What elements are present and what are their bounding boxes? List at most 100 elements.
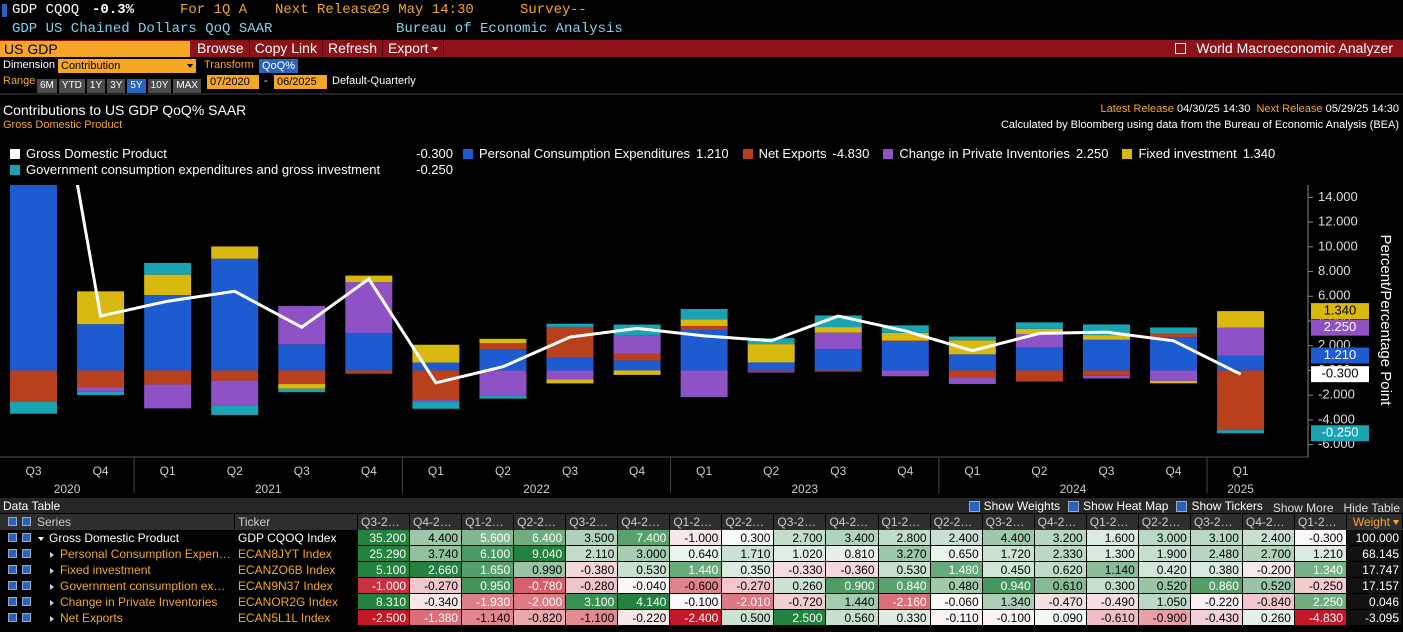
column-header: Q3-2021 [566,514,619,529]
launch-icon [1175,43,1187,54]
weight-header: Weight [1347,514,1403,529]
option-label: Show Weights [983,499,1061,513]
value-cell: 2.800 [878,530,931,545]
x-tick-label: Q4 [1166,464,1182,478]
value-cell: -0.200 [1242,562,1295,577]
transform-select[interactable]: QoQ% [259,59,299,73]
security-input[interactable]: US GDP [0,41,190,57]
bar-segment [479,349,527,371]
expand-arrow [50,567,54,574]
value-cell: 2.700 [1242,546,1295,561]
table-link[interactable]: Show More [1272,500,1334,515]
bar-segment [948,377,996,385]
expand-arrow [50,615,54,622]
x-tick-label: Q2 [763,464,779,478]
value-cell: 0.300 [1086,578,1139,593]
bar-segment [144,274,192,296]
bar-segment [1015,322,1063,329]
bar-segment [1150,327,1198,334]
legend-name: Government consumption expenditures and … [26,162,381,177]
release-info: Latest Release 04/30/25 14:30 Next Relea… [1101,103,1400,115]
ticker-cell: GDP CQOQ Index [235,530,358,545]
legend-row: Gross Domestic Product -0.300 Personal Con… [10,146,1289,162]
next-release-label: Next Release [275,2,376,18]
column-header: Q4-2022 [826,514,879,529]
range-button[interactable]: 6M [37,79,57,93]
value-cell: -0.340 [410,594,463,609]
range-button[interactable]: MAX [173,79,202,93]
toolbar-button[interactable]: Browse [192,40,250,57]
bar-segment [747,370,795,372]
bar-segment [211,405,259,415]
legend: Gross Domestic Product -0.300 Personal Con… [10,146,1289,178]
plot-area [10,185,1265,434]
bar-segment [77,391,125,396]
value-cell: 0.950 [462,578,515,593]
app-title[interactable]: World Macroeconomic Analyzer [1175,40,1393,57]
bar-segment [1082,335,1130,340]
table-option[interactable]: Show Heat Map [1068,498,1168,514]
x-tick-label: Q2 [227,464,243,478]
period: For 1Q A [180,2,248,18]
bar-segment [1150,337,1198,371]
end-date[interactable]: 06/2025 [274,75,327,89]
toolbar-button[interactable]: Export [383,40,445,57]
value-cell: -0.100 [670,594,723,609]
app-name: World Macroeconomic Analyzer [1196,40,1393,56]
value-cell: 6.100 [462,546,515,561]
button-label: Export [387,40,429,56]
next-release: 05/29/25 14:30 [1325,103,1399,115]
value-cell: -0.780 [514,578,567,593]
gdp-line [75,185,1242,385]
value-cell: 3.270 [878,546,931,561]
x-tick-label: Q2 [495,464,511,478]
value-cell: 0.480 [930,578,983,593]
dimension-select[interactable]: Contribution [58,59,196,73]
value-cell: 0.350 [722,562,775,577]
column-header: Q3-2024 [1191,514,1243,529]
bar-segment [546,323,594,327]
source: Bureau of Economic Analysis [396,21,623,37]
table-option[interactable]: Show Weights [968,498,1061,514]
bar-segment [1217,430,1265,434]
toolbar-button[interactable]: Refresh [323,40,383,57]
start-date[interactable]: 07/2020 [207,75,259,89]
button-label: Copy Link [254,40,317,56]
weight-cell: 17.157 [1347,578,1403,593]
x-tick-label: Q3 [830,464,846,478]
value-cell: 0.520 [1138,578,1191,593]
bar-segment [10,401,58,414]
value-cell: -0.270 [722,578,775,593]
value-cell: 2.250 [1294,594,1347,609]
range-button[interactable]: 5Y [127,79,146,93]
divider [0,93,1403,95]
range-label: Range [3,75,36,87]
bar-segment [278,384,326,389]
value-cell: 1.050 [1138,594,1191,609]
table-titlebar: Data Table Show Weights Show Heat Map Show… [0,498,1403,515]
weight-cell: -3.095 [1347,610,1403,625]
table-option[interactable]: Show Tickers [1176,498,1263,514]
bar-segment [211,380,259,406]
range-button[interactable]: 3Y [107,79,126,93]
x-tick-label: Q4 [93,464,109,478]
range-button[interactable]: 1Y [86,79,106,93]
marker [2,4,7,17]
x-tick-label: Q3 [294,464,310,478]
value-cell: 1.210 [1294,546,1347,561]
checkbox [22,581,31,590]
checkbox [8,613,17,622]
bar-segment [479,338,527,344]
value-cell: 2.660 [410,562,463,577]
x-tick-label: Q1 [696,464,712,478]
value-cell: 1.480 [930,562,983,577]
range-button[interactable]: YTD [58,79,85,93]
bar-segment [680,309,728,320]
table-link[interactable]: Hide Table [1343,500,1400,515]
series-name: Net Exports [60,611,123,625]
value-cell: 1.900 [1138,546,1191,561]
toolbar-button[interactable]: Copy Link [250,40,323,57]
bar-segment [546,326,594,358]
checkbox [968,500,980,512]
range-button[interactable]: 10Y [147,79,172,93]
